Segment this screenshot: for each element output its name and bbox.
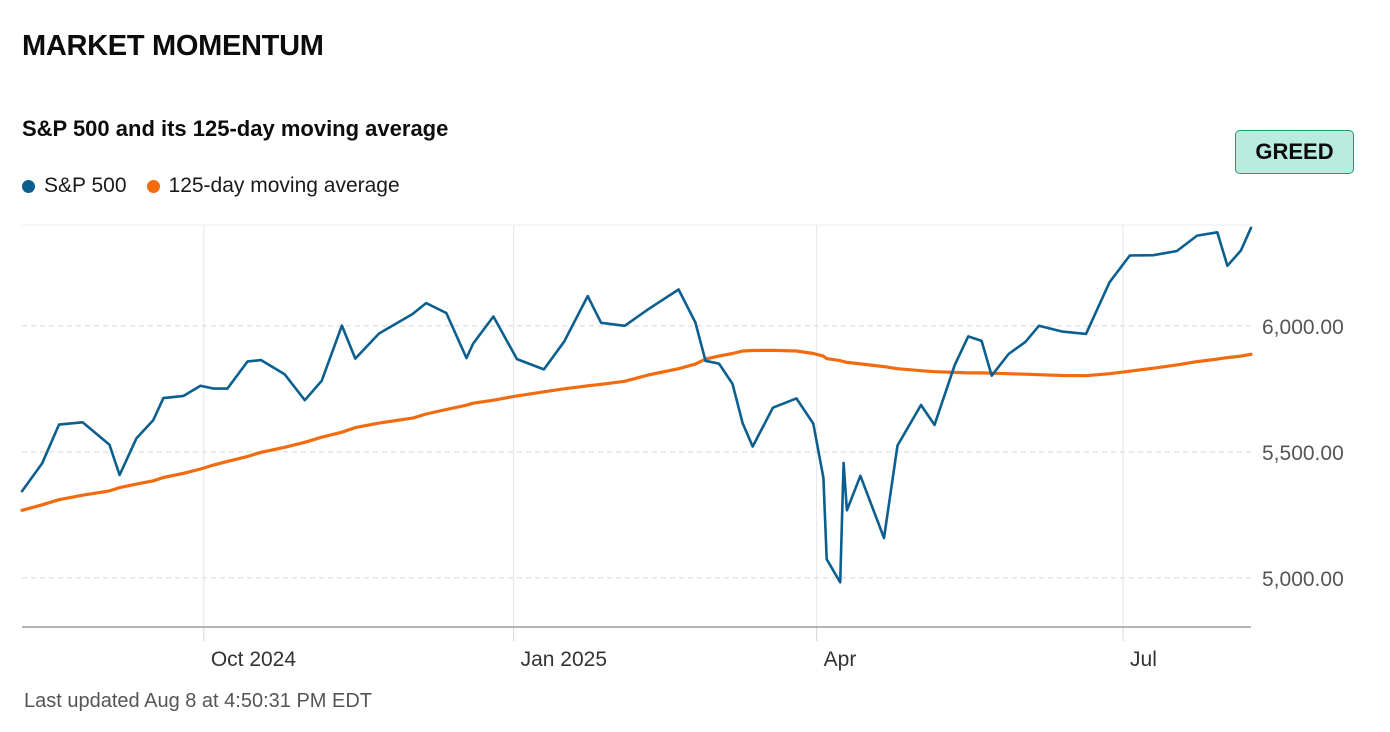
y-tick-label: 5,000.00: [1262, 568, 1344, 591]
page-title: MARKET MOMENTUM: [22, 30, 324, 62]
x-tick-label: Apr: [824, 648, 857, 671]
chart-title: S&P 500 and its 125-day moving average: [22, 116, 449, 141]
sp500-line-chart: Oct 2024 Jan 2025 Apr Jul 5,000.00 5,500.00 6,…: [20, 224, 1344, 671]
legend-item-sp500: S&P 500: [22, 174, 127, 198]
x-tick-label: Jan 2025: [521, 648, 607, 671]
chart-legend: S&P 500 125-day moving average: [22, 174, 400, 198]
sp500-series-line: [20, 226, 1253, 584]
last-updated-text: Last updated Aug 8 at 4:50:31 PM EDT: [24, 690, 373, 712]
moving-average-series-line: [20, 348, 1253, 512]
x-tick-label: Jul: [1130, 648, 1157, 671]
legend-label-sp500: S&P 500: [44, 174, 127, 197]
y-tick-label: 6,000.00: [1262, 316, 1344, 339]
legend-label-ma: 125-day moving average: [168, 174, 400, 197]
y-tick-label: 5,500.00: [1262, 442, 1344, 465]
sentiment-badge: GREED: [1235, 130, 1354, 174]
legend-dot-sp500: [22, 179, 35, 193]
x-tick-label: Oct 2024: [211, 648, 297, 671]
legend-item-ma: 125-day moving average: [146, 174, 400, 198]
legend-dot-ma: [146, 179, 160, 193]
